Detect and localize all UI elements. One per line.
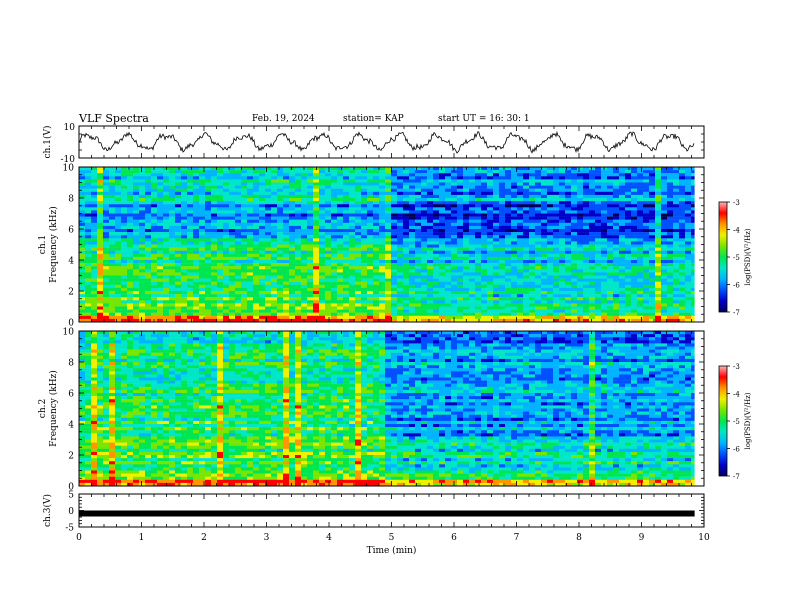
colorbar-tick-label: -5 [733,418,740,426]
x-tick-label: 0 [76,533,82,543]
y-tick-label: 6 [68,226,74,236]
ch3-ylabel: ch.3(V) [42,494,53,527]
y-tick-label: 5 [68,491,74,501]
ch1-spectrogram-colorbar [718,201,728,313]
station-label: station= KAP [343,114,404,124]
ch2-spectrogram-colorbar [718,365,728,477]
colorbar-tick-label: -6 [733,282,740,290]
ch2-spectrogram-ylabel: Frequency (kHz) [48,370,59,447]
y-tick-label: 10 [64,123,76,133]
x-tick-label: 3 [264,533,270,543]
x-tick-label: 4 [326,533,332,543]
ch2-spectrogram-channel-label: ch.2 [38,399,48,418]
ch1-spectrogram-heatmap [79,167,698,323]
y-tick-label: 0 [68,507,74,517]
x-tick-label: 1 [139,533,145,543]
y-tick-label: 8 [68,195,74,205]
colorbar-tick-label: -7 [733,309,740,317]
x-tick-label: 5 [389,533,395,543]
ch1-waveform-line [78,130,695,154]
x-axis-label: Time (min) [367,545,417,556]
x-tick-label: 2 [201,533,207,543]
ch3-waveform-line [79,510,695,517]
x-tick-label: 9 [639,533,645,543]
ch2-spectrogram-no-data [694,331,704,486]
y-tick-label: -5 [65,524,74,534]
ch2-spectrogram-heatmap [79,331,698,487]
ch1-ylabel: ch.1(V) [42,126,53,159]
colorbar-tick-label: -5 [733,254,740,262]
y-tick-label: 10 [63,164,75,174]
y-tick-label: 0 [68,483,74,493]
colorbar-tick-label: -7 [733,473,740,481]
colorbar-tick-label: -3 [733,199,740,207]
ch2-spectrogram-colorbar-label: log(PSD)(V²/Hz) [744,392,752,449]
date-label: Feb. 19, 2024 [252,114,315,124]
ch1-spectrogram-colorbar-label: log(PSD)(V²/Hz) [744,228,752,285]
y-tick-label: -10 [61,155,76,165]
start-ut-label: start UT = 16: 30: 1 [438,114,530,124]
y-tick-label: 8 [68,359,74,369]
y-tick-label: 4 [68,257,74,267]
ch1-spectrogram-no-data [694,167,704,322]
colorbar-tick-label: -6 [733,446,740,454]
y-tick-label: 2 [68,288,74,298]
y-tick-label: 2 [68,452,74,462]
y-tick-label: 6 [68,390,74,400]
colorbar-tick-label: -4 [733,227,740,235]
x-tick-label: 8 [576,533,582,543]
ch1-spectrogram-ylabel: Frequency (kHz) [48,206,59,283]
y-tick-label: 0 [68,319,74,329]
y-tick-label: 10 [63,328,75,338]
ch1-spectrogram-channel-label: ch.1 [38,235,48,254]
x-tick-label: 6 [451,533,457,543]
figure-title: VLF Spectra [79,112,149,125]
y-tick-label: 4 [68,421,74,431]
x-tick-label: 7 [514,533,520,543]
colorbar-tick-label: -3 [733,363,740,371]
x-tick-label: 10 [698,533,710,543]
colorbar-tick-label: -4 [733,391,740,399]
